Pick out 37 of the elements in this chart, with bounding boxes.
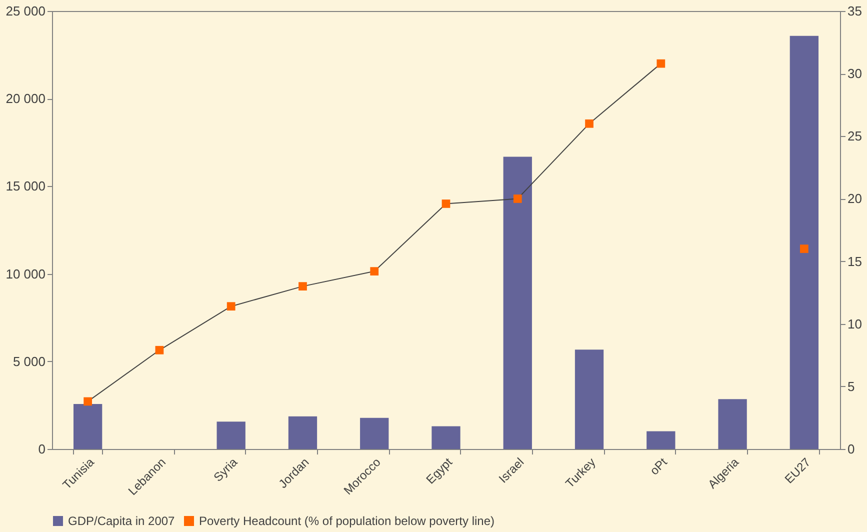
y2-tick-label: 20 (848, 191, 862, 206)
x-tick-label: oPt (647, 454, 670, 478)
point (84, 397, 92, 406)
point (656, 59, 666, 68)
bar (360, 418, 389, 449)
point (226, 302, 236, 311)
point (585, 119, 594, 128)
y-tick-label: 0 (38, 442, 46, 456)
y-tick-label: 25 000 (6, 4, 46, 18)
y-tick-label: 20 000 (6, 91, 46, 106)
y2-tick-label: 25 (848, 128, 862, 144)
bar (216, 422, 246, 449)
point (298, 282, 307, 290)
y2-tick-label: 5 (848, 378, 855, 394)
bar (646, 431, 676, 449)
point (155, 346, 164, 354)
y-tick-label: 15 000 (6, 178, 46, 194)
bar (73, 404, 102, 449)
bar (574, 350, 604, 449)
y2-tick-label: 10 (848, 316, 862, 332)
y-tick-label: 10 000 (6, 266, 46, 282)
point (513, 194, 522, 203)
legend-label: Poverty Headcount (% of population below poverty line) (199, 514, 495, 528)
point (370, 267, 379, 276)
y2-tick-label: 15 (848, 254, 862, 269)
bar (432, 426, 460, 449)
y2-tick-label: 35 (848, 4, 862, 18)
y2-tick-label: 30 (848, 66, 862, 82)
bar (790, 36, 819, 449)
y-tick-label: 5 000 (12, 354, 46, 369)
y2-tick-label: 0 (848, 442, 855, 456)
bar (718, 399, 747, 449)
bar (503, 156, 532, 449)
point (800, 244, 808, 253)
bar (288, 416, 318, 449)
point (442, 200, 450, 208)
legend-label: GDP/Capita in 2007 (68, 514, 176, 528)
